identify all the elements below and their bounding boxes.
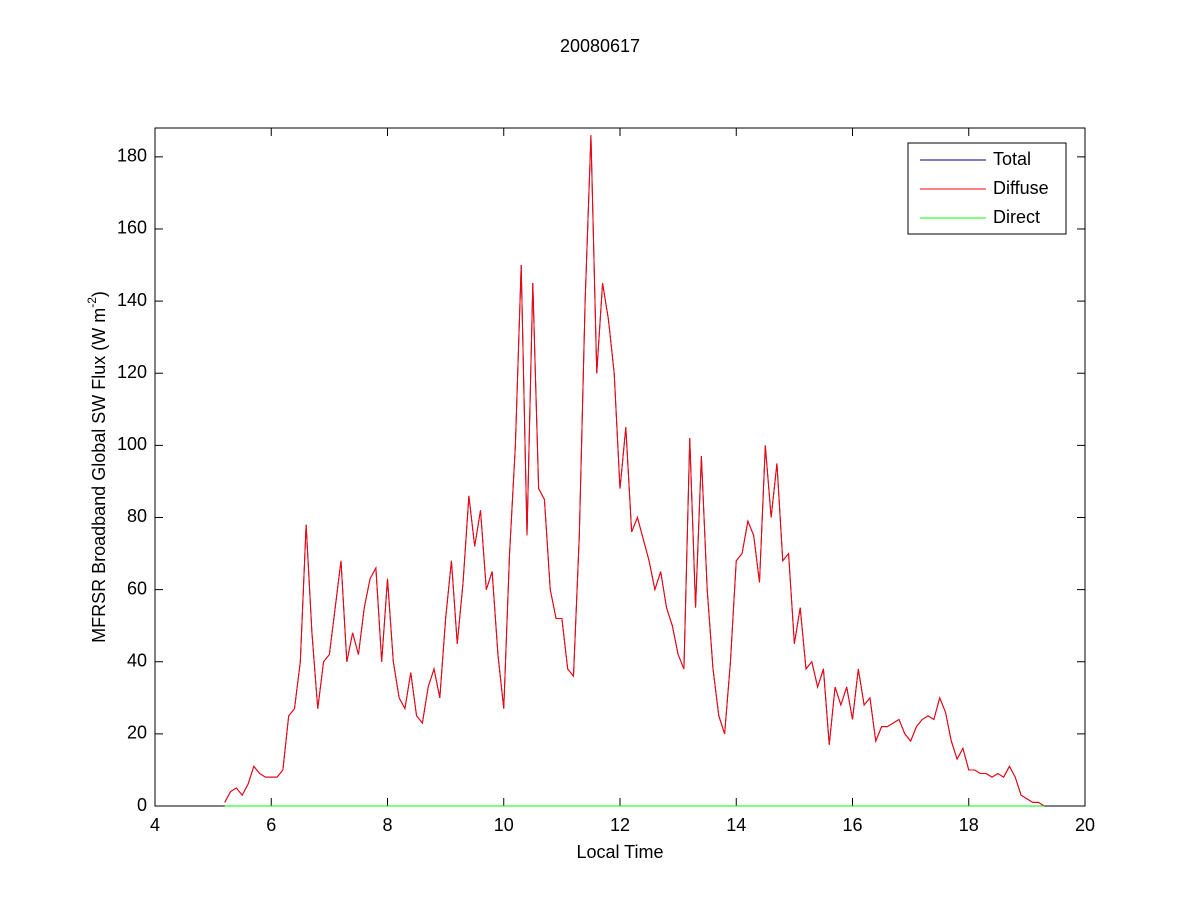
x-tick-label: 8 [382,815,392,835]
y-axis-label-main: MFRSR Broadband Global SW Flux (W m [89,308,109,643]
legend-label: Diffuse [993,178,1049,198]
x-tick-label: 14 [726,815,746,835]
y-axis-label-end: ) [89,291,109,297]
y-tick-label: 20 [127,723,147,743]
x-tick-label: 16 [842,815,862,835]
chart-title: 20080617 [560,36,640,56]
y-tick-label: 160 [117,218,147,238]
y-tick-label: 80 [127,506,147,526]
y-tick-label: 100 [117,434,147,454]
x-tick-label: 20 [1075,815,1095,835]
plot-area [154,127,1086,807]
y-tick-label: 120 [117,362,147,382]
x-tick-label: 4 [150,815,160,835]
y-tick-label: 180 [117,146,147,166]
x-axis-label: Local Time [576,842,663,862]
legend-label: Total [993,149,1031,169]
x-tick-label: 10 [494,815,514,835]
series-line [224,135,1045,807]
x-tick-label: 6 [266,815,276,835]
y-tick-label: 40 [127,650,147,670]
y-axis-label-sup: -2 [85,297,99,308]
x-tick-label: 18 [959,815,979,835]
y-tick-label: 0 [137,795,147,815]
y-tick-label: 60 [127,578,147,598]
legend-label: Direct [993,207,1040,227]
x-tick-label: 12 [610,815,630,835]
y-tick-label: 140 [117,290,147,310]
y-axis-label: MFRSR Broadband Global SW Flux (W m-2) [85,291,109,643]
